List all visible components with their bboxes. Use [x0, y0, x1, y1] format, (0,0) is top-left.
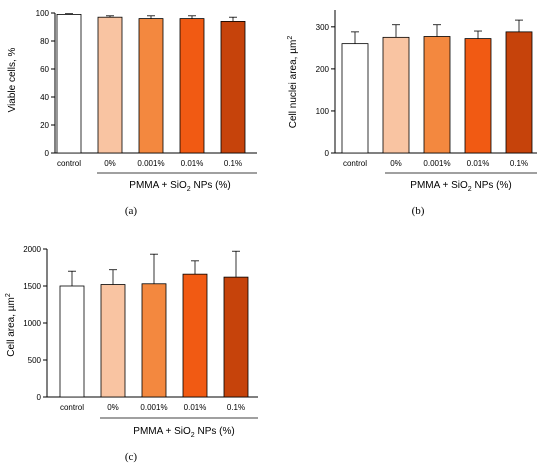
x-category-label: 0%	[390, 159, 402, 168]
y-tick-label: 2000	[23, 245, 41, 254]
bar-1	[341, 43, 369, 154]
y-tick-label: 0	[45, 149, 50, 158]
chart-panel-a: 0 20 40 60 80 100 control 0% 0.001% 0.01% 0.1% Viab…	[7, 9, 257, 217]
bar-3	[138, 18, 164, 154]
y-tick-label: 100	[36, 9, 50, 18]
y-tick-label: 500	[28, 356, 42, 365]
y-tick-label: 200	[316, 65, 330, 74]
chart-panel-c: 0 500 1000 1500 2000 control 0% 0.001% 0.01% 0.1%…	[5, 245, 258, 463]
panel-label-c: (c)	[125, 451, 138, 463]
x-category-label: 0.1%	[227, 403, 245, 412]
group-label: PMMA + SiO2 NPs (%)	[129, 180, 230, 193]
x-category-label: 0.01%	[467, 159, 490, 168]
y-axis-label: Viable cells, %	[7, 47, 18, 112]
x-category-label: control	[57, 159, 81, 168]
x-category-label: control	[343, 159, 367, 168]
bar-2	[382, 36, 410, 154]
bar-1	[59, 285, 85, 398]
panel-label-b: (b)	[412, 205, 425, 217]
chart-panel-b: 0 100 200 300 control 0% 0.001% 0.01% 0.1% Cell n…	[287, 10, 537, 217]
y-tick-label: 80	[40, 37, 49, 46]
x-category-label: 0.001%	[137, 159, 164, 168]
bar-4	[182, 273, 208, 398]
y-axis-label: Cell area, µm2	[5, 293, 17, 357]
bar-2	[97, 16, 123, 154]
bar-5	[505, 31, 533, 154]
y-tick-label: 0	[37, 393, 42, 402]
y-tick-label: 60	[40, 65, 49, 74]
bar-3	[141, 283, 167, 398]
bar-5	[220, 20, 246, 154]
x-category-label: 0%	[107, 403, 119, 412]
bar-5	[223, 276, 249, 398]
y-axis-label: Cell nuclei area, µm2	[287, 36, 299, 129]
y-tick-label: 1000	[23, 319, 41, 328]
x-category-label: 0.01%	[181, 159, 204, 168]
x-category-label: 0.1%	[224, 159, 242, 168]
group-label: PMMA + SiO2 NPs (%)	[410, 180, 511, 193]
x-category-label: 0.001%	[423, 159, 450, 168]
bar-1	[56, 13, 82, 154]
y-tick-label: 20	[40, 121, 49, 130]
bar-3	[423, 36, 451, 154]
x-category-label: 0.1%	[510, 159, 528, 168]
bar-4	[179, 18, 205, 154]
x-category-label: 0%	[104, 159, 116, 168]
y-tick-label: 300	[316, 23, 330, 32]
bar-4	[464, 38, 492, 154]
x-category-label: 0.01%	[184, 403, 207, 412]
x-category-label: 0.001%	[140, 403, 167, 412]
y-tick-label: 0	[325, 149, 330, 158]
group-label: PMMA + SiO2 NPs (%)	[133, 426, 234, 439]
y-tick-label: 40	[40, 93, 49, 102]
x-category-label: control	[60, 403, 84, 412]
y-tick-label: 1500	[23, 282, 41, 291]
y-tick-label: 100	[316, 107, 330, 116]
panel-label-a: (a)	[125, 205, 138, 217]
bar-2	[100, 284, 126, 398]
